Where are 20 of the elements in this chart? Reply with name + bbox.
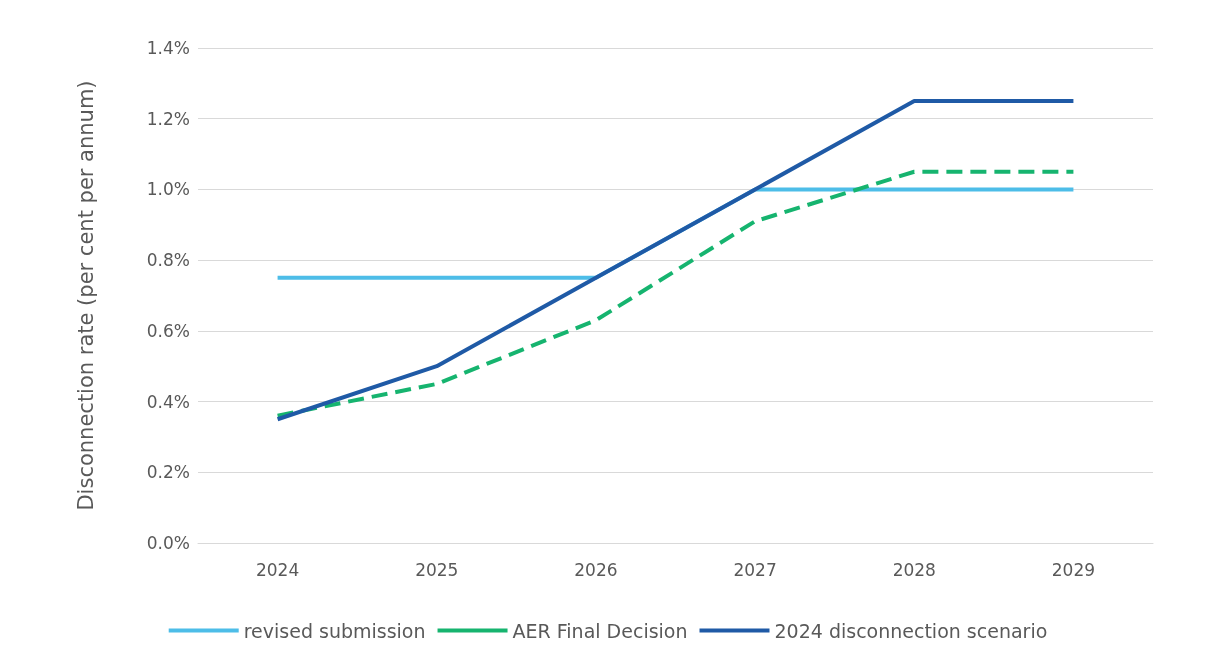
y-tick-label: 1.2% [146, 108, 190, 129]
x-tick-label: 2025 [415, 559, 459, 580]
legend-label: AER Final Decision [512, 619, 688, 642]
line-series [275, 169, 1076, 418]
line-series [275, 99, 1076, 422]
x-tick-label: 2024 [255, 559, 300, 580]
x-tick-label: 2026 [574, 559, 618, 580]
y-tick-label: 0.0% [146, 533, 190, 553]
x-tick-label: 2027 [733, 559, 777, 580]
x-tick-label: 2029 [1051, 559, 1096, 580]
y-tick-label: 0.6% [146, 320, 190, 341]
legend-label: 2024 disconnection scenario [774, 619, 1048, 642]
y-tick-label: 0.2% [146, 462, 190, 483]
y-axis-title: Disconnection rate (per cent per annum) [74, 80, 98, 511]
y-tick-label: 1.4% [146, 38, 190, 58]
y-tick-label: 0.4% [146, 391, 190, 412]
legend-label: revised submission [243, 619, 426, 642]
y-tick-label: 1.0% [146, 179, 190, 200]
x-tick-label: 2028 [892, 559, 936, 580]
y-tick-label: 0.8% [146, 250, 190, 271]
